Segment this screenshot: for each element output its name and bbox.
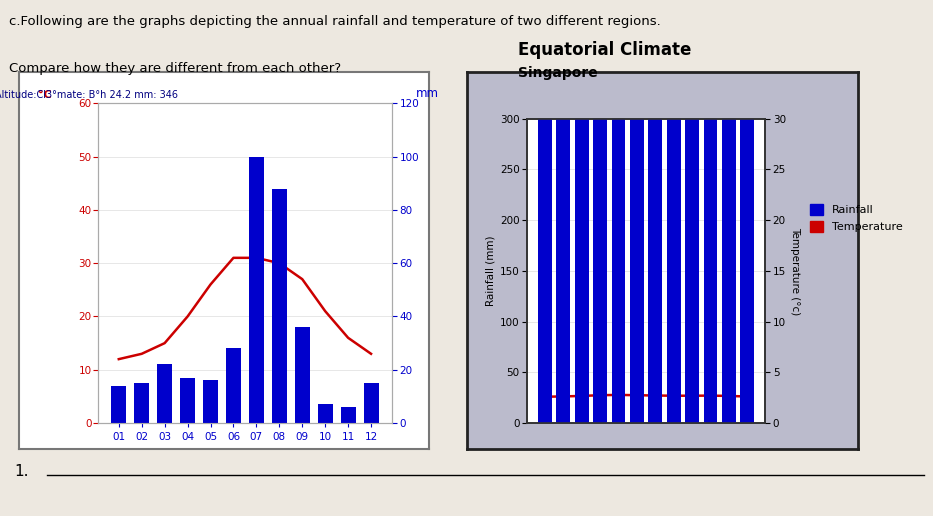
Bar	[612, 0, 625, 423]
Bar	[226, 348, 241, 423]
Text: Altitude:Cl3°mate: B°h 24.2 mm: 346: Altitude:Cl3°mate: B°h 24.2 mm: 346	[0, 90, 178, 100]
Bar	[180, 378, 195, 423]
Text: °C: °C	[38, 90, 52, 100]
Y-axis label: Temperature (°c): Temperature (°c)	[790, 227, 800, 315]
Bar	[667, 0, 680, 423]
Bar	[157, 364, 172, 423]
Bar	[722, 0, 736, 423]
Bar	[111, 386, 126, 423]
Bar	[685, 0, 699, 423]
Bar	[741, 0, 754, 423]
Bar	[295, 327, 310, 423]
Legend: Rainfall, Temperature: Rainfall, Temperature	[806, 200, 906, 235]
Bar	[593, 0, 607, 423]
Bar	[648, 0, 662, 423]
Text: Compare how they are different from each other?: Compare how they are different from each…	[9, 62, 341, 75]
Bar	[575, 0, 589, 423]
Bar	[538, 0, 551, 423]
Bar	[203, 380, 218, 423]
Bar	[630, 0, 644, 423]
Bar	[364, 383, 379, 423]
Bar	[272, 188, 286, 423]
Bar	[318, 405, 333, 423]
Bar	[134, 383, 149, 423]
Text: 1.: 1.	[14, 464, 29, 479]
Bar	[703, 0, 717, 423]
Y-axis label: mm: mm	[416, 87, 439, 100]
Text: c.Following are the graphs depicting the annual rainfall and temperature of two : c.Following are the graphs depicting the…	[9, 15, 661, 28]
Y-axis label: Rainfall (mm): Rainfall (mm)	[485, 236, 495, 306]
Text: Equatorial Climate: Equatorial Climate	[518, 41, 691, 59]
Bar	[249, 156, 264, 423]
Bar	[341, 407, 355, 423]
Bar	[556, 0, 570, 423]
Text: Singapore: Singapore	[518, 66, 597, 80]
